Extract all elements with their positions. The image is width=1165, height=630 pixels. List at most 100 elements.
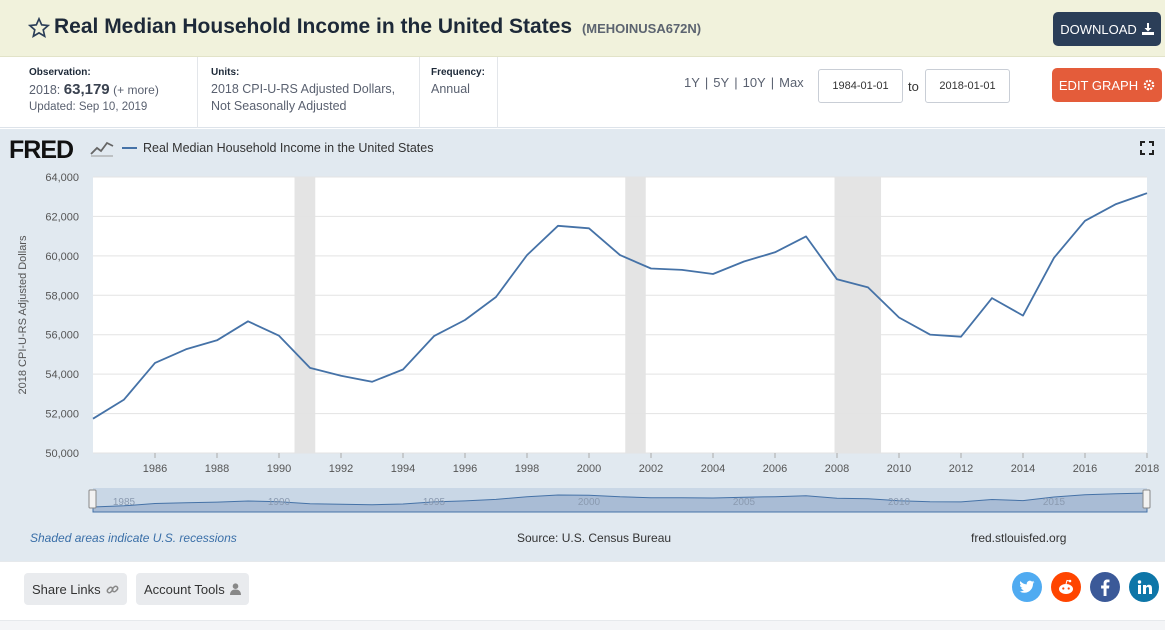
linkedin-icon[interactable] xyxy=(1129,572,1159,602)
navigator-tick-label: 1985 xyxy=(113,497,136,508)
data-point xyxy=(681,269,683,271)
observation-value: 63,179 xyxy=(63,81,110,98)
navigator-left-handle[interactable] xyxy=(88,489,97,509)
source-note: Source: U.S. Census Bureau xyxy=(517,531,672,545)
data-point xyxy=(247,320,249,322)
y-tick-label: 50,000 xyxy=(45,448,79,460)
title-bar: Real Median Household Income in the Unit… xyxy=(0,0,1165,57)
y-axis-label: 2018 CPI-U-RS Adjusted Dollars xyxy=(17,235,29,394)
data-point xyxy=(154,362,156,364)
range-separator: | xyxy=(704,75,709,90)
data-point xyxy=(588,227,590,229)
recession-bands xyxy=(294,177,882,453)
x-tick-label: 1990 xyxy=(267,463,291,475)
start-date-input[interactable] xyxy=(818,69,903,103)
navigator-tick-label: 2015 xyxy=(1043,497,1066,508)
frequency-value: Annual xyxy=(431,82,470,96)
fullscreen-icon[interactable] xyxy=(1140,141,1154,155)
recession-note: Shaded areas indicate U.S. recessions xyxy=(30,531,237,545)
recession-band xyxy=(294,177,316,453)
range-5y-link[interactable]: 5Y xyxy=(713,75,730,90)
data-point xyxy=(1146,192,1148,194)
twitter-icon[interactable] xyxy=(1012,572,1042,602)
observation-more-link[interactable]: (+ more) xyxy=(113,83,159,97)
y-tick-label: 54,000 xyxy=(45,369,79,381)
chart-legend: Real Median Household Income in the Unit… xyxy=(122,141,433,155)
legend-label: Real Median Household Income in the Unit… xyxy=(143,141,434,155)
data-point xyxy=(309,367,311,369)
x-tick-label: 2010 xyxy=(887,463,911,475)
user-icon xyxy=(229,583,241,595)
account-tools-label: Account Tools xyxy=(144,581,225,597)
link-icon xyxy=(106,585,119,593)
grid-lines xyxy=(93,176,1147,454)
footer-divider xyxy=(0,620,1165,630)
data-point xyxy=(185,348,187,350)
range-max-link[interactable]: Max xyxy=(779,75,804,90)
navigator-tick-label: 1995 xyxy=(423,497,446,508)
chart-panel: 50,000 52,000 54,000 56,000 58,000 60,000 62,0… xyxy=(0,129,1165,561)
data-point xyxy=(898,316,900,318)
navigator-series xyxy=(92,492,1148,513)
navigator-tick-label: 1990 xyxy=(268,497,291,508)
data-point xyxy=(650,267,652,269)
series-id: (MEHOINUSA672N) xyxy=(581,21,702,36)
data-point xyxy=(1115,203,1117,205)
y-tick-label: 62,000 xyxy=(45,211,79,223)
recession-band xyxy=(625,177,646,453)
edit-graph-label: EDIT GRAPH xyxy=(1058,77,1139,93)
share-links-button[interactable]: Share Links xyxy=(24,573,127,605)
data-point xyxy=(619,254,621,256)
series-line xyxy=(92,192,1148,420)
units-line-2: Not Seasonally Adjusted xyxy=(211,99,347,113)
download-button[interactable]: DOWNLOAD xyxy=(1053,12,1161,46)
account-tools-button[interactable]: Account Tools xyxy=(136,573,249,605)
series-title: Real Median Household Income in the Unit… xyxy=(54,15,573,38)
end-date-input[interactable] xyxy=(925,69,1010,103)
data-point xyxy=(1053,257,1055,259)
reddit-icon[interactable] xyxy=(1051,572,1081,602)
y-tick-label: 52,000 xyxy=(45,409,79,421)
observation-label: Observation: xyxy=(29,67,91,78)
navigator-right-handle[interactable] xyxy=(1142,489,1151,509)
facebook-icon[interactable] xyxy=(1090,572,1120,602)
range-selector: 1Y | 5Y | 10Y | Max xyxy=(684,75,804,90)
data-point xyxy=(805,235,807,237)
recession-band xyxy=(834,177,882,453)
data-point xyxy=(278,334,280,336)
data-point xyxy=(92,417,94,419)
data-point xyxy=(1084,220,1086,222)
edit-graph-button[interactable]: EDIT GRAPH xyxy=(1052,68,1162,102)
x-tick-label: 2016 xyxy=(1073,463,1097,475)
range-1y-link[interactable]: 1Y xyxy=(684,75,700,90)
x-tick-label: 1988 xyxy=(205,463,229,475)
x-tick-label: 1996 xyxy=(453,463,477,475)
navigator-ticks: 1985 1990 1995 2000 2005 2010 2015 xyxy=(113,497,1066,508)
fred-logo[interactable]: FRED xyxy=(9,136,74,164)
download-icon xyxy=(1141,23,1154,35)
navigator-tick-label: 2010 xyxy=(888,497,911,508)
observation-block: Observation: 2018: 63,179 (+ more) Updat… xyxy=(29,57,159,128)
units-block: Units: 2018 CPI-U-RS Adjusted Dollars, N… xyxy=(197,57,419,128)
star-icon[interactable] xyxy=(28,17,50,39)
data-point xyxy=(743,260,745,262)
plot-area xyxy=(93,177,1147,453)
logo-chart-icon xyxy=(90,141,114,157)
to-label: to xyxy=(908,79,919,94)
data-point xyxy=(1022,314,1024,316)
download-label: DOWNLOAD xyxy=(1060,21,1137,37)
data-point xyxy=(123,398,125,400)
data-point xyxy=(557,225,559,227)
data-point xyxy=(836,278,838,280)
x-tick-label: 2008 xyxy=(825,463,849,475)
range-10y-link[interactable]: 10Y xyxy=(742,75,766,90)
data-point xyxy=(433,335,435,337)
series-layer xyxy=(92,192,1148,420)
units-label: Units: xyxy=(211,67,240,78)
y-axis-ticks: 50,000 52,000 54,000 56,000 58,000 60,000 62,0… xyxy=(45,172,79,460)
gear-icon xyxy=(1143,79,1155,91)
x-tick-label: 2018 xyxy=(1135,463,1159,475)
legend-swatch xyxy=(122,147,137,149)
data-point xyxy=(495,296,497,298)
